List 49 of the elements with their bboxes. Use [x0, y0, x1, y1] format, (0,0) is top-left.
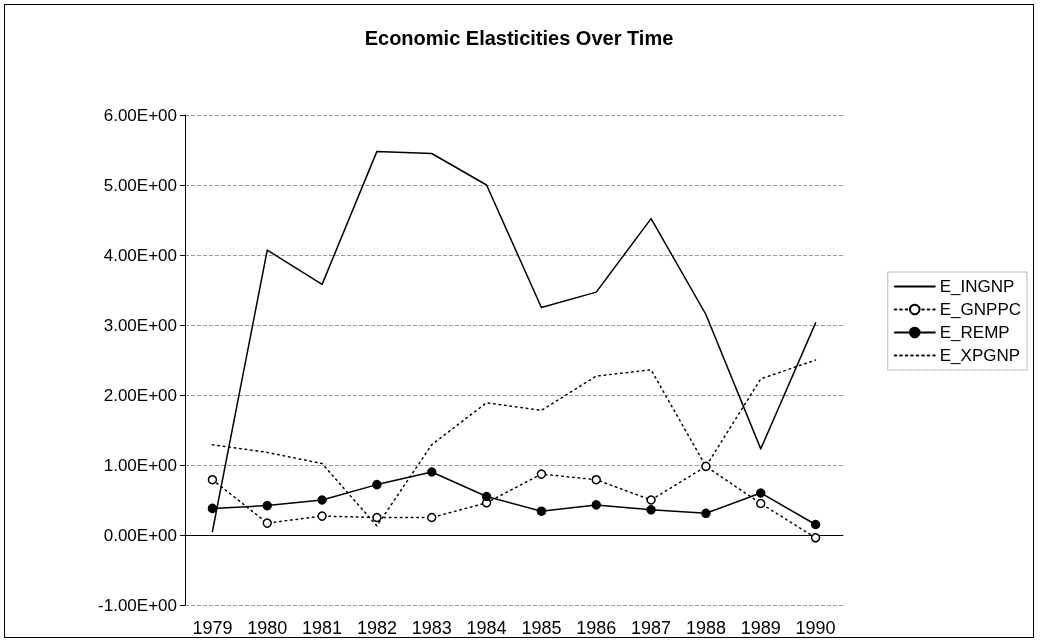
y-tick-label: 5.00E+00 [103, 175, 177, 195]
point [536, 469, 547, 479]
point [262, 500, 272, 511]
point [701, 508, 711, 519]
y-tick-label: 4.00E+00 [103, 245, 177, 265]
x-tick-label: 1985 [521, 618, 562, 638]
x-tick-label: 1990 [795, 618, 836, 638]
point [646, 505, 656, 515]
y-tick-label: -1.00E+00 [98, 595, 177, 615]
y-tick-label: 1.00E+00 [103, 455, 177, 475]
y-tick-label: 2.00E+00 [103, 385, 177, 405]
x-tick-label: 1980 [247, 618, 288, 638]
point [536, 506, 547, 516]
point [262, 518, 272, 528]
x-tick-label: 1989 [740, 618, 781, 638]
point [317, 511, 327, 521]
x-tick-label: 1979 [192, 618, 233, 638]
x-tick-label: 1987 [631, 618, 672, 638]
point [756, 498, 766, 509]
point [591, 474, 601, 485]
point [372, 479, 382, 490]
point [591, 500, 601, 510]
point [646, 495, 656, 505]
point [481, 491, 492, 502]
x-tick-label: 1986 [576, 618, 617, 638]
legend-label: E_XPGNP [939, 346, 1021, 365]
point [207, 503, 218, 514]
x-tick-label: 1982 [356, 618, 397, 638]
x-tick-label: 1981 [302, 618, 343, 638]
legend-label: E_GNPPC [939, 300, 1021, 319]
point [810, 533, 821, 543]
line-series [211, 150, 817, 533]
point [317, 495, 327, 505]
y-tick-label: 6.00E+00 [103, 105, 177, 125]
point [756, 488, 766, 498]
chart-title: Economic Elasticities Over Time [364, 27, 674, 49]
point [701, 461, 711, 472]
point [427, 467, 437, 477]
x-tick-label: 1983 [411, 618, 452, 638]
y-tick-label: 0.00E+00 [103, 525, 177, 545]
legend-label: E_INGNP [939, 277, 1015, 296]
point [207, 474, 218, 485]
x-tick-label: 1984 [466, 618, 507, 638]
legend-label: E_REMP [939, 323, 1010, 342]
y-tick-label: 3.00E+00 [103, 315, 177, 335]
point [372, 512, 382, 523]
point [427, 512, 437, 523]
point [810, 519, 821, 530]
x-tick-label: 1988 [685, 618, 726, 638]
